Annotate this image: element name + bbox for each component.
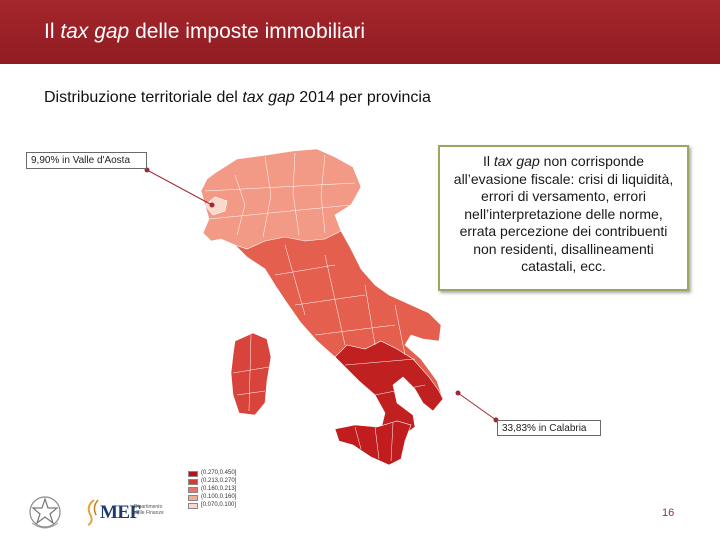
department-label: Dipartimento delle Finanze [134,504,168,516]
mef-logo: MEF [86,496,146,528]
italy-province-map [175,145,445,510]
callout-calabria: 33,83% in Calabria [497,420,601,436]
italian-republic-emblem-icon [24,493,66,533]
slide-subtitle: Distribuzione territoriale del tax gap 2… [44,89,431,106]
legend-label: [0.070,0.100] [201,502,237,509]
slide-title: Il tax gap delle imposte immobiliari [44,20,365,43]
legend-label: (0.270,0.450] [201,470,237,477]
sardinia [230,332,272,416]
page-number: 16 [662,507,675,519]
legend-item: [0.070,0.100] [188,502,252,510]
legend-label: (0.100,0.160] [201,494,237,501]
department-line-2: delle Finanze [134,510,164,516]
legend-swatch [188,502,198,509]
italy-map-svg [200,148,444,466]
legend-swatch [188,494,198,501]
title-bar: Il tax gap delle imposte immobiliari [0,0,720,64]
mef-logo-text: MEF [100,502,141,523]
legend-swatch [188,470,198,477]
legend-item: (0.270,0.450] [188,470,252,478]
legend-item: (0.160,0.213] [188,486,252,494]
callout-aosta: 9,90% in Valle d'Aosta [26,152,147,169]
legend-label: (0.160,0.213] [201,486,237,493]
legend-swatch [188,486,198,493]
legend-item: (0.100,0.160] [188,494,252,502]
info-box: Il tax gap non corrisponde all’evasione … [438,145,689,291]
sicily [334,420,412,466]
legend-label: (0.213,0.270] [201,478,237,485]
map-legend: (0.270,0.450] (0.213,0.270] (0.160,0.213… [188,470,252,510]
legend-item: (0.213,0.270] [188,478,252,486]
south-region [334,340,444,440]
mef-swirl-icon [87,499,99,526]
department-line-1: Dipartimento [134,504,163,510]
legend-swatch [188,478,198,485]
province-borders [204,152,426,396]
